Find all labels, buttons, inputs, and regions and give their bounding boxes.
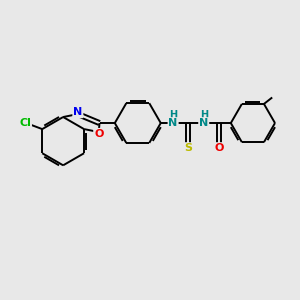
Text: O: O	[94, 129, 104, 139]
Text: Cl: Cl	[19, 118, 31, 128]
Text: H: H	[200, 110, 208, 120]
Text: N: N	[169, 118, 178, 128]
Text: O: O	[214, 143, 224, 153]
Text: S: S	[184, 143, 192, 153]
Text: N: N	[73, 107, 83, 117]
Text: N: N	[199, 118, 208, 128]
Text: H: H	[169, 110, 177, 120]
